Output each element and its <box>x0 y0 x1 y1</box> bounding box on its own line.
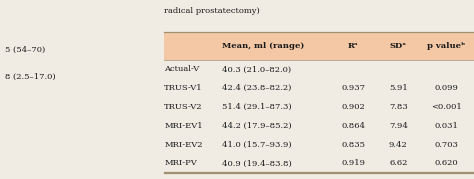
Text: TRUS-V2: TRUS-V2 <box>164 103 202 111</box>
Text: 0.864: 0.864 <box>341 122 365 130</box>
Text: 0.835: 0.835 <box>341 141 365 149</box>
Text: 5 (54–70): 5 (54–70) <box>5 46 45 54</box>
Text: 7.83: 7.83 <box>389 103 408 111</box>
Text: 44.2 (17.9–85.2): 44.2 (17.9–85.2) <box>222 122 292 130</box>
Text: 7.94: 7.94 <box>389 122 408 130</box>
Text: 0.031: 0.031 <box>435 122 458 130</box>
Text: Mean, ml (range): Mean, ml (range) <box>222 42 305 50</box>
Text: 40.9 (19.4–83.8): 40.9 (19.4–83.8) <box>222 159 292 167</box>
Text: <0.001: <0.001 <box>431 103 462 111</box>
Text: Actual-V: Actual-V <box>164 65 200 73</box>
Text: 0.703: 0.703 <box>435 141 458 149</box>
Text: SDᵃ: SDᵃ <box>390 42 407 50</box>
Text: 0.937: 0.937 <box>341 84 365 92</box>
Text: MRI-PV: MRI-PV <box>164 159 197 167</box>
Text: 0.902: 0.902 <box>342 103 365 111</box>
Text: 51.4 (29.1–87.3): 51.4 (29.1–87.3) <box>222 103 292 111</box>
Text: Rᵃ: Rᵃ <box>348 42 359 50</box>
Text: 6.62: 6.62 <box>389 159 407 167</box>
Text: 41.0 (15.7–93.9): 41.0 (15.7–93.9) <box>222 141 292 149</box>
Text: radical prostatectomy): radical prostatectomy) <box>164 7 259 15</box>
Text: TRUS-V1: TRUS-V1 <box>164 84 203 92</box>
Text: 0.099: 0.099 <box>435 84 458 92</box>
Text: 0.620: 0.620 <box>435 159 458 167</box>
Bar <box>164 32 474 60</box>
Text: 42.4 (23.8–82.2): 42.4 (23.8–82.2) <box>222 84 292 92</box>
Text: MRI-EV2: MRI-EV2 <box>164 141 202 149</box>
Text: 9.42: 9.42 <box>389 141 408 149</box>
Text: 40.3 (21.0–82.0): 40.3 (21.0–82.0) <box>222 65 292 73</box>
Text: 8 (2.5–17.0): 8 (2.5–17.0) <box>5 73 55 81</box>
Text: 0.919: 0.919 <box>341 159 365 167</box>
Text: 5.91: 5.91 <box>389 84 408 92</box>
Text: p valueᵇ: p valueᵇ <box>428 42 466 50</box>
Text: MRI-EV1: MRI-EV1 <box>164 122 203 130</box>
